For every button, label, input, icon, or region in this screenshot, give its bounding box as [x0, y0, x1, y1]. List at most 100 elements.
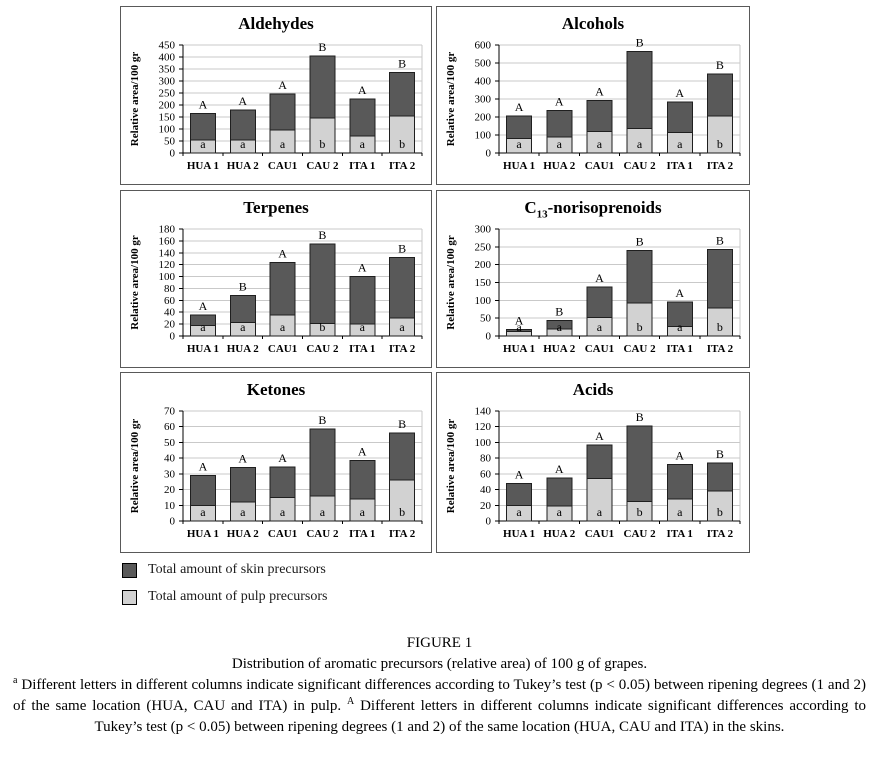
- y-tick-label: 150: [475, 277, 492, 289]
- skin-significance-letter: B: [555, 305, 563, 319]
- pulp-significance-letter: b: [399, 137, 405, 151]
- y-axis-title: Relative area/100 gr: [445, 419, 457, 514]
- y-axis-title: Relative area/100 gr: [129, 419, 141, 514]
- skin-significance-letter: A: [515, 314, 524, 328]
- skin-significance-letter: B: [318, 40, 326, 54]
- y-tick-label: 80: [164, 283, 176, 295]
- x-axis-label: ITA 2: [389, 343, 416, 355]
- pulp-significance-letter: a: [240, 137, 246, 151]
- bar-skin-segment: [706, 73, 733, 117]
- skin-significance-letter: A: [358, 445, 367, 459]
- bar-pulp-segment: [309, 117, 336, 154]
- bar-pulp-segment: [389, 115, 416, 154]
- y-tick-label: 250: [159, 88, 176, 100]
- y-tick-label: 160: [159, 235, 176, 247]
- x-axis-label: HUA 1: [503, 160, 535, 172]
- pulp-significance-letter: a: [516, 505, 522, 519]
- bar-pulp-segment: [229, 139, 256, 154]
- skin-significance-letter: A: [675, 448, 684, 462]
- y-tick-label: 100: [159, 271, 176, 283]
- legend-label-pulp: Total amount of pulp precursors: [148, 589, 328, 604]
- bar-pulp-segment: [269, 496, 296, 522]
- chart-title-text: Ketones: [246, 380, 306, 399]
- chart-plot: 0 20 40 60 80 100 120 140 Aa HUA 1 Aa HUA 2 Aa CAU1 Bb…: [445, 406, 741, 540]
- x-axis-label: CAU1: [585, 160, 614, 172]
- bar-skin-segment: [349, 460, 376, 500]
- pulp-significance-letter: a: [280, 505, 286, 519]
- legend: Total amount of skin precursors Total am…: [122, 562, 327, 616]
- y-tick-label: 20: [480, 500, 492, 512]
- pulp-significance-letter: a: [320, 505, 326, 519]
- x-axis-label: ITA 2: [389, 160, 416, 172]
- pulp-significance-letter: a: [557, 320, 563, 334]
- y-tick-label: 200: [475, 259, 492, 271]
- bar-skin-segment: [546, 110, 573, 138]
- x-axis-label: CAU1: [268, 160, 297, 172]
- bar-pulp-segment: [189, 324, 216, 337]
- y-tick-label: 140: [159, 247, 176, 259]
- x-axis-label: HUA 1: [187, 343, 219, 355]
- x-axis-label: ITA 2: [707, 343, 734, 355]
- y-tick-label: 120: [159, 259, 176, 271]
- bar-skin-segment: [626, 50, 653, 130]
- bar-skin-segment: [506, 115, 533, 140]
- bar-skin-segment: [189, 474, 216, 506]
- pulp-significance-letter: b: [399, 505, 405, 519]
- y-tick-label: 50: [164, 437, 176, 449]
- y-tick-label: 140: [475, 406, 492, 418]
- skin-significance-letter: B: [716, 447, 724, 461]
- x-axis-label: CAU 2: [306, 160, 339, 172]
- x-axis-label: HUA 1: [187, 160, 219, 172]
- skin-significance-letter: A: [238, 452, 247, 466]
- x-axis-label: HUA 1: [503, 343, 535, 355]
- legend-item-skin: Total amount of skin precursors: [122, 562, 327, 578]
- bar-skin-segment: [349, 98, 376, 137]
- y-tick-label: 450: [159, 40, 176, 52]
- bar-skin-segment: [229, 467, 256, 503]
- y-tick-label: 40: [480, 484, 492, 496]
- y-tick-label: 100: [159, 124, 176, 136]
- chart-title-text: Acids: [572, 380, 614, 399]
- y-tick-label: 0: [170, 516, 176, 528]
- bar-skin-segment: [269, 261, 296, 316]
- pulp-significance-letter: b: [319, 320, 325, 334]
- skin-significance-letter: B: [398, 57, 406, 71]
- chart-title-text: C: [524, 198, 537, 217]
- y-tick-label: 50: [164, 136, 176, 148]
- y-tick-label: 40: [164, 307, 176, 319]
- bar-pulp-segment: [309, 323, 336, 337]
- y-tick-label: 0: [170, 148, 176, 160]
- bar-skin-segment: [309, 243, 336, 325]
- y-tick-label: 100: [475, 295, 492, 307]
- footnote-text: Different letters in different columns i…: [94, 698, 866, 735]
- bar-skin-segment: [586, 286, 613, 318]
- y-tick-label: 400: [159, 52, 176, 64]
- skin-significance-letter: A: [238, 94, 247, 108]
- chart-plot: 0 50 100 150 200 250 300 Aa HUA 1 Ba HUA 2 Aa CAU1 Bb…: [445, 224, 741, 355]
- bar-skin-segment: [269, 93, 296, 131]
- x-axis-label: CAU1: [585, 528, 614, 540]
- y-tick-label: 60: [164, 421, 176, 433]
- y-tick-label: 300: [159, 76, 176, 88]
- pulp-significance-letter: a: [597, 505, 603, 519]
- skin-color-swatch-icon: [122, 562, 137, 578]
- skin-significance-letter: B: [398, 242, 406, 256]
- pulp-significance-letter: a: [280, 320, 286, 334]
- skin-significance-letter: A: [199, 459, 208, 473]
- x-axis-label: HUA 2: [543, 343, 576, 355]
- x-axis-label: CAU 2: [624, 160, 657, 172]
- figure-footnote: a Different letters in different columns…: [0, 675, 879, 738]
- bar-skin-segment: [586, 99, 613, 132]
- y-tick-label: 250: [475, 241, 492, 253]
- bar-pulp-segment: [229, 501, 256, 522]
- bar-skin-segment: [506, 482, 533, 506]
- bar-skin-segment: [626, 249, 653, 304]
- y-tick-label: 200: [475, 112, 492, 124]
- pulp-significance-letter: a: [637, 137, 643, 151]
- x-axis-label: ITA 1: [349, 343, 375, 355]
- y-tick-label: 300: [475, 94, 492, 106]
